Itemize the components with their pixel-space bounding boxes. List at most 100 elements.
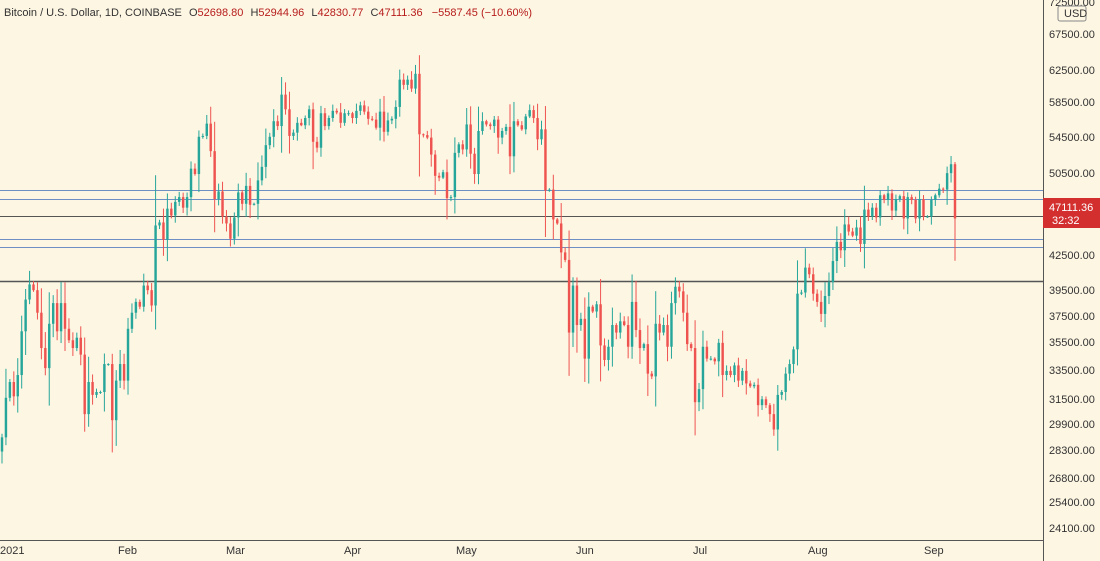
candle [760, 396, 764, 410]
candle [922, 195, 925, 221]
candle-body [4, 397, 8, 438]
candle-body [197, 136, 201, 175]
candle [430, 128, 433, 167]
close-label: C [370, 7, 378, 19]
candle [111, 353, 114, 453]
candle [666, 314, 669, 362]
candle-body [859, 227, 862, 244]
candle [693, 320, 697, 436]
candle-body [559, 223, 563, 253]
price-tick: 26800.00 [1049, 473, 1095, 485]
candle-body [217, 191, 220, 200]
candle-body [567, 259, 571, 333]
candle [457, 142, 461, 158]
candle [122, 353, 126, 390]
candle [788, 359, 791, 381]
candle-body [599, 304, 602, 346]
candle [524, 113, 527, 135]
candle-body [240, 192, 244, 204]
candle [890, 189, 894, 221]
candle-body [926, 216, 929, 218]
candle [426, 130, 429, 140]
candle-body [181, 197, 185, 208]
candle-body [233, 217, 236, 239]
candle [654, 291, 657, 407]
candle-body [654, 323, 657, 377]
candle [59, 281, 63, 344]
candle [851, 227, 854, 238]
candle-body [158, 222, 161, 226]
candle-body [441, 172, 445, 178]
low-label: L [311, 7, 317, 19]
candle [95, 388, 98, 398]
open-label: O [189, 7, 198, 19]
candle-body [843, 224, 846, 251]
candle-body [745, 370, 748, 384]
candle-body [473, 153, 476, 175]
candle-body [827, 282, 831, 297]
candle [626, 316, 630, 359]
price-scale[interactable]: 72500.00 USD 67500.00 62500.00 58500.00 … [1043, 0, 1100, 561]
candle [630, 274, 634, 359]
currency-badge[interactable] [1057, 5, 1087, 22]
candle [339, 103, 342, 128]
candle-body [941, 188, 945, 190]
price-tick: 37500.00 [1049, 311, 1095, 323]
candle-body [922, 199, 925, 217]
candle-body [556, 219, 559, 224]
candle-body [327, 118, 331, 127]
candle-body [902, 196, 906, 219]
candle-body [237, 192, 240, 218]
candle-body [162, 222, 165, 240]
last-price-badge [1043, 198, 1100, 228]
candle-body [752, 384, 756, 387]
candle-body [835, 241, 839, 262]
candle [288, 91, 291, 154]
candle-body [32, 284, 35, 291]
candle [465, 108, 468, 157]
close-value: 47111.36 [378, 7, 422, 19]
candle [603, 338, 606, 367]
candle-body [949, 164, 953, 174]
candle-body [311, 109, 315, 142]
candle [552, 174, 555, 240]
candle-body [607, 346, 610, 360]
candle [926, 215, 929, 218]
candle [764, 396, 768, 409]
horizontal-lines [0, 190, 1043, 283]
candle-body [268, 136, 272, 146]
candle [532, 105, 535, 123]
candle [154, 175, 157, 330]
candle [363, 100, 366, 115]
candle [504, 123, 508, 135]
candle-body [808, 267, 811, 275]
candle-body [378, 111, 382, 128]
candle [953, 162, 957, 261]
candle [831, 247, 835, 290]
candle [217, 183, 220, 206]
candle-body [296, 122, 299, 133]
candle-body [855, 227, 858, 236]
candle-body [615, 325, 618, 333]
candle [118, 349, 122, 388]
time-axis[interactable]: 2021 Feb Mar Apr May Jun Jul Aug Sep [0, 540, 1043, 558]
candle-body [134, 301, 138, 313]
candle [40, 288, 43, 360]
candle-body [154, 225, 157, 306]
candle [51, 295, 55, 338]
candle-body [548, 189, 551, 191]
candle [63, 282, 67, 351]
candle [945, 166, 949, 205]
candle [508, 104, 512, 175]
candle-body [528, 110, 531, 117]
candle [729, 366, 732, 378]
candle [71, 332, 75, 357]
candle [158, 219, 161, 230]
candle-body [12, 382, 16, 397]
candle [784, 367, 787, 401]
candle [477, 106, 480, 185]
candle-body [445, 172, 449, 199]
candle-body [504, 126, 508, 131]
candlesticks[interactable] [0, 55, 957, 464]
